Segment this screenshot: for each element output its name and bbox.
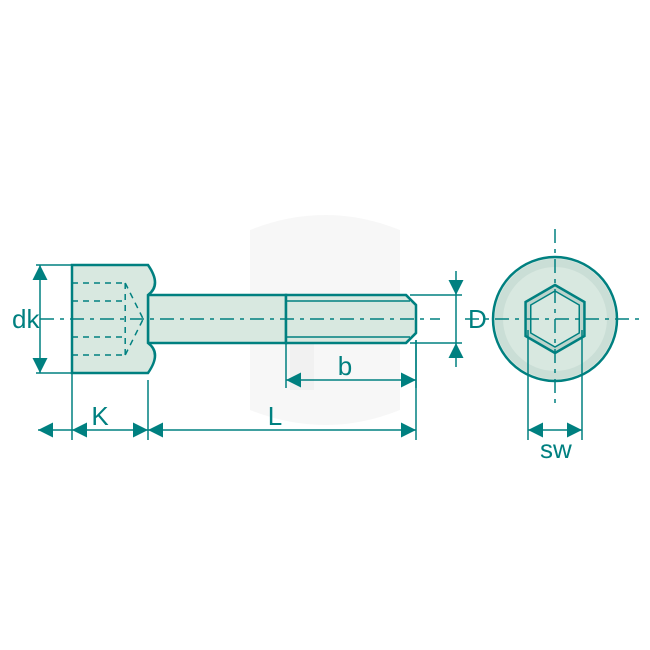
dim-label-dk: dk [12,304,40,334]
dim-label-K: K [91,401,109,431]
dim-label-L: L [268,401,282,431]
dim-label-sw: sw [540,434,572,464]
technical-drawing: dk D K Lb sw [0,0,650,650]
dim-label-D: D [468,304,487,334]
dim-label-b: b [338,351,352,381]
